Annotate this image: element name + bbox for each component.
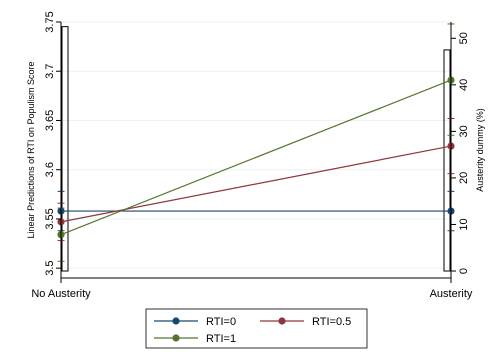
histogram-bars	[61, 26, 451, 272]
left-tick-label-3: 3.65	[44, 110, 56, 131]
x-axis-ticks: No Austerity Austerity	[31, 278, 473, 300]
right-axis-ticks: 0 10 20 30 40 50	[451, 32, 470, 274]
right-tick-label-4: 40	[458, 79, 470, 91]
legend-items: RTI=0 RTI=0.5 RTI=1	[154, 316, 351, 345]
right-tick-label-0: 0	[458, 268, 470, 274]
legend-marker-0	[172, 317, 180, 325]
left-tick-label-4: 3.7	[44, 64, 56, 79]
plot-area	[61, 22, 451, 278]
right-tick-label-3: 30	[458, 125, 470, 137]
x-tick-label-1: Austerity	[430, 288, 473, 300]
left-axis-label: Linear Predictions of RTI on Populism Sc…	[26, 62, 36, 239]
hist-bar-1	[443, 49, 451, 272]
series-line-2	[60, 79, 452, 236]
legend: RTI=0 RTI=0.5 RTI=1	[145, 308, 368, 349]
left-tick-label-1: 3.55	[44, 208, 56, 229]
hist-bar-0	[61, 26, 69, 272]
right-tick-label-5: 50	[458, 32, 470, 44]
grid-lines	[61, 21, 451, 269]
legend-label-1: RTI=0.5	[312, 316, 351, 328]
left-tick-label-5: 3.75	[44, 11, 56, 32]
legend-marker-1	[278, 317, 286, 325]
right-tick-label-1: 10	[458, 218, 470, 230]
left-axis-ticks: 3.5 3.55 3.6 3.65 3.7 3.75	[44, 11, 61, 276]
right-tick-label-2: 20	[458, 172, 470, 184]
legend-label-0: RTI=0	[206, 316, 236, 328]
right-axis-label: Austerity dummy (%)	[475, 108, 485, 192]
legend-box	[145, 308, 368, 349]
left-tick-label-2: 3.6	[44, 162, 56, 177]
left-tick-label-0: 3.5	[44, 261, 56, 276]
legend-marker-2	[172, 334, 180, 342]
x-tick-label-0: No Austerity	[31, 288, 91, 300]
legend-label-2: RTI=1	[206, 333, 236, 345]
